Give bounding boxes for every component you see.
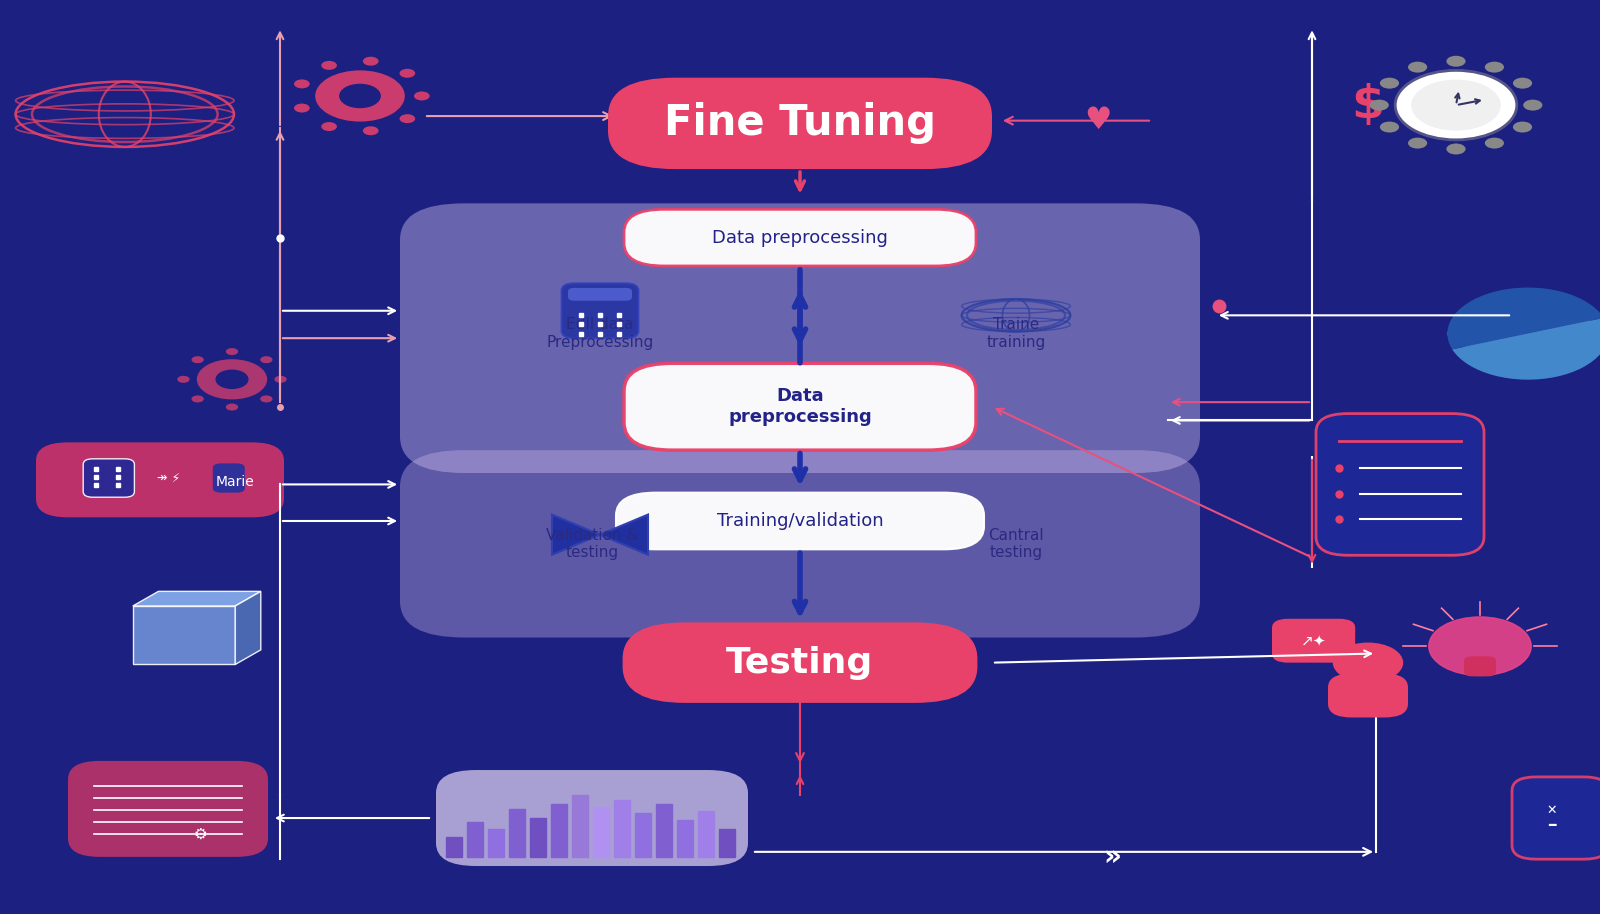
Polygon shape <box>600 515 648 555</box>
Text: Marie: Marie <box>216 474 254 489</box>
FancyBboxPatch shape <box>400 203 1200 473</box>
FancyBboxPatch shape <box>435 770 749 866</box>
Text: Cantral
testing: Cantral testing <box>989 527 1043 560</box>
Ellipse shape <box>261 356 272 363</box>
FancyBboxPatch shape <box>1512 777 1600 859</box>
Bar <box>467 823 483 857</box>
FancyBboxPatch shape <box>562 283 638 338</box>
FancyBboxPatch shape <box>624 363 976 450</box>
Ellipse shape <box>1408 61 1427 72</box>
Ellipse shape <box>1446 56 1466 67</box>
Ellipse shape <box>226 348 238 355</box>
Text: Testing: Testing <box>726 645 874 680</box>
Ellipse shape <box>414 91 430 101</box>
FancyBboxPatch shape <box>400 450 1200 638</box>
Text: Fine Tuning: Fine Tuning <box>664 102 936 144</box>
Circle shape <box>197 359 267 399</box>
Ellipse shape <box>1446 143 1466 154</box>
FancyBboxPatch shape <box>1315 413 1485 556</box>
Ellipse shape <box>1379 122 1398 133</box>
Text: EdIl data
Preprocessing: EdIl data Preprocessing <box>546 317 654 350</box>
Circle shape <box>1333 643 1403 683</box>
Ellipse shape <box>275 376 286 383</box>
Ellipse shape <box>261 396 272 402</box>
Ellipse shape <box>363 126 379 135</box>
Text: ⚙: ⚙ <box>194 827 206 842</box>
Text: Data
preprocessing: Data preprocessing <box>728 388 872 426</box>
FancyBboxPatch shape <box>568 288 632 301</box>
Ellipse shape <box>1448 313 1600 355</box>
Bar <box>488 830 504 857</box>
Ellipse shape <box>192 356 203 363</box>
Ellipse shape <box>1514 78 1533 89</box>
FancyBboxPatch shape <box>1272 619 1355 663</box>
Bar <box>614 801 630 857</box>
Ellipse shape <box>1485 61 1504 72</box>
FancyBboxPatch shape <box>616 493 984 549</box>
Text: ✕
━: ✕ ━ <box>1547 804 1557 832</box>
FancyBboxPatch shape <box>624 623 976 702</box>
FancyBboxPatch shape <box>1464 656 1496 676</box>
Circle shape <box>1395 70 1517 140</box>
Text: ↗✦: ↗✦ <box>1301 633 1326 648</box>
Text: Traine
training: Traine training <box>986 317 1046 350</box>
Ellipse shape <box>192 396 203 402</box>
Bar <box>720 830 736 857</box>
Ellipse shape <box>1379 78 1398 89</box>
Ellipse shape <box>322 61 338 69</box>
Text: Validation &
testing: Validation & testing <box>546 527 638 560</box>
Ellipse shape <box>226 404 238 410</box>
Bar <box>550 804 566 857</box>
Text: ♥: ♥ <box>1083 106 1112 135</box>
Text: »: » <box>1102 844 1122 871</box>
Circle shape <box>1411 80 1501 131</box>
Ellipse shape <box>178 376 189 383</box>
Circle shape <box>1429 617 1531 675</box>
Circle shape <box>339 84 381 108</box>
Ellipse shape <box>294 103 310 112</box>
Ellipse shape <box>1514 122 1533 133</box>
FancyBboxPatch shape <box>83 459 134 497</box>
Polygon shape <box>133 606 235 664</box>
Polygon shape <box>552 515 600 555</box>
Text: Data preprocessing: Data preprocessing <box>712 228 888 247</box>
FancyBboxPatch shape <box>37 442 285 517</box>
Bar <box>594 807 610 857</box>
Ellipse shape <box>400 114 414 123</box>
Ellipse shape <box>400 69 414 78</box>
Text: Training/validation: Training/validation <box>717 512 883 530</box>
Bar <box>656 804 672 857</box>
Bar <box>530 819 546 857</box>
Text: $: $ <box>1352 82 1384 128</box>
Polygon shape <box>235 591 261 664</box>
FancyBboxPatch shape <box>624 209 976 266</box>
Bar <box>698 812 714 857</box>
FancyBboxPatch shape <box>1328 674 1408 717</box>
Wedge shape <box>1453 318 1600 379</box>
Ellipse shape <box>363 57 379 66</box>
Bar <box>509 810 525 857</box>
Bar <box>677 821 693 857</box>
Wedge shape <box>1448 288 1600 349</box>
Text: ↠ ⚡: ↠ ⚡ <box>157 472 181 484</box>
Ellipse shape <box>322 122 338 131</box>
Polygon shape <box>133 591 261 606</box>
FancyBboxPatch shape <box>608 78 992 169</box>
FancyBboxPatch shape <box>213 463 245 493</box>
Ellipse shape <box>294 80 310 89</box>
Ellipse shape <box>1485 138 1504 149</box>
Ellipse shape <box>1523 100 1542 111</box>
Bar <box>635 813 651 857</box>
Ellipse shape <box>1370 100 1389 111</box>
Circle shape <box>216 370 248 388</box>
Bar <box>571 794 587 857</box>
FancyBboxPatch shape <box>67 760 269 857</box>
Bar <box>445 837 461 857</box>
Ellipse shape <box>1408 138 1427 149</box>
Circle shape <box>315 70 405 122</box>
